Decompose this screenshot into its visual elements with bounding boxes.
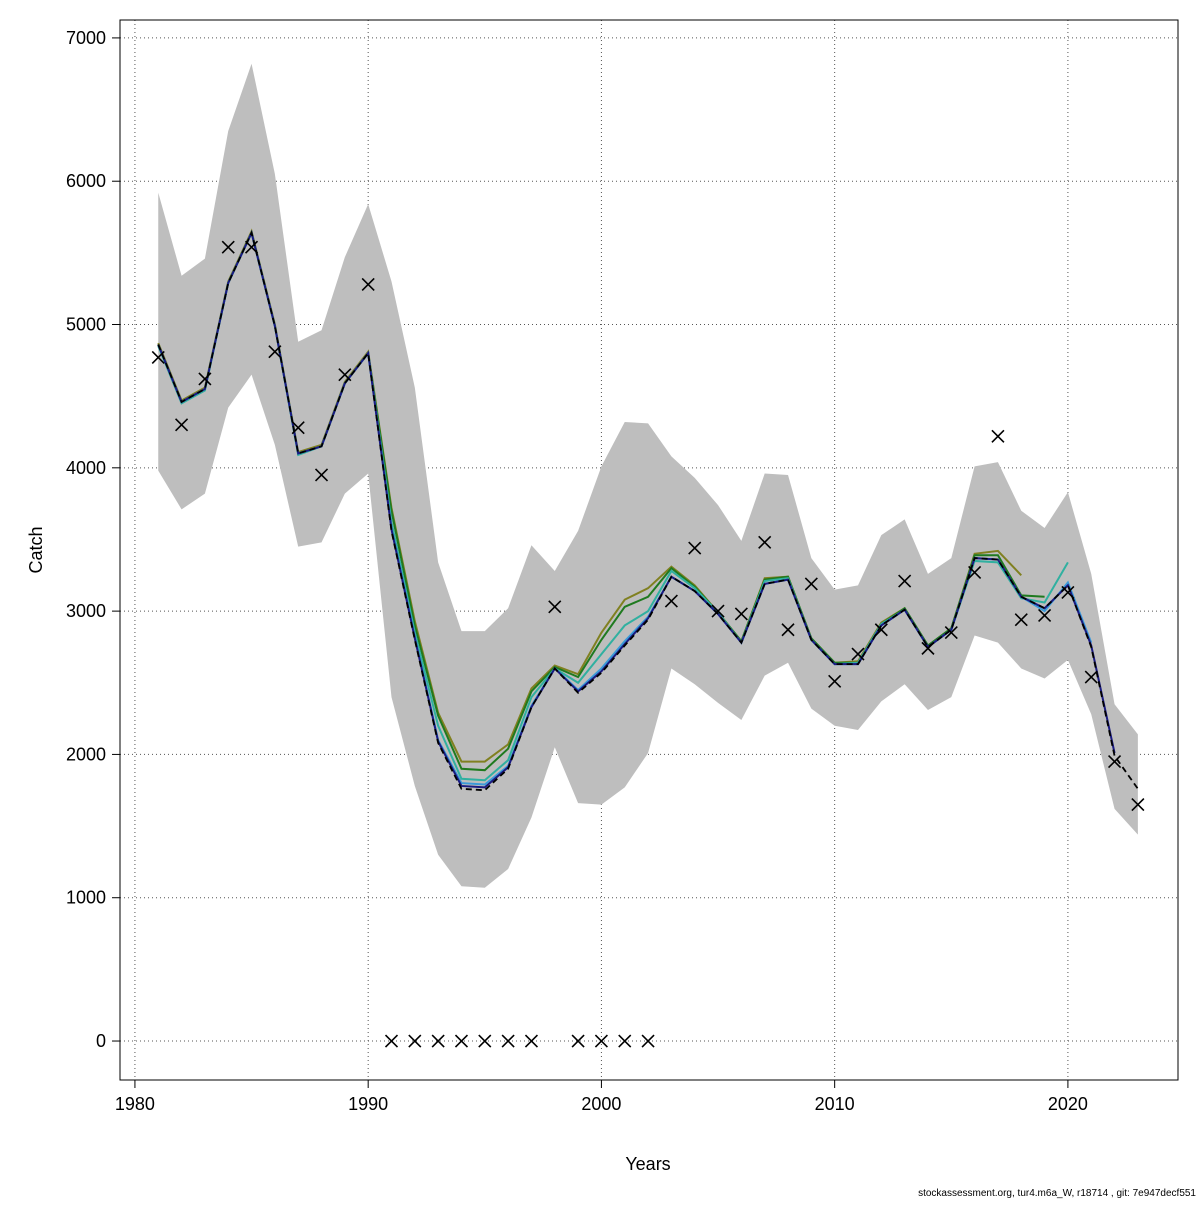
x-axis-label: Years bbox=[625, 1154, 670, 1174]
observation-marker bbox=[991, 429, 1005, 443]
observation-marker bbox=[688, 541, 702, 555]
observation-marker bbox=[501, 1034, 515, 1048]
y-tick-label: 6000 bbox=[66, 171, 106, 191]
observation-marker bbox=[804, 577, 818, 591]
observation-marker bbox=[314, 468, 329, 482]
footer: stockassessment.org, tur4.m6a_W, r18714 … bbox=[918, 1188, 1196, 1199]
observation-marker bbox=[594, 1034, 608, 1048]
x-tick-label: 2020 bbox=[1048, 1094, 1088, 1114]
x-tick-label: 2010 bbox=[815, 1094, 855, 1114]
observation-marker bbox=[268, 345, 282, 359]
observation-marker bbox=[1061, 585, 1075, 600]
y-tick-label: 1000 bbox=[66, 888, 106, 908]
y-axis-label: Catch bbox=[26, 526, 46, 573]
observation-marker bbox=[524, 1034, 539, 1048]
observation-marker bbox=[338, 368, 352, 382]
observation-marker bbox=[874, 623, 888, 637]
observation-marker bbox=[641, 1034, 655, 1048]
plot-frame bbox=[119, 19, 1179, 1081]
observation-marker bbox=[1014, 613, 1028, 627]
observation-marker bbox=[478, 1034, 492, 1048]
observation-marker bbox=[291, 421, 305, 435]
y-tick-label: 0 bbox=[96, 1031, 106, 1051]
observation-marker bbox=[408, 1034, 422, 1048]
observation-marker bbox=[548, 600, 562, 614]
observation-marker bbox=[968, 565, 982, 579]
observation-marker bbox=[454, 1034, 469, 1048]
observation-marker bbox=[1084, 670, 1098, 684]
observation-marker bbox=[1038, 608, 1052, 622]
observation-marker bbox=[944, 626, 958, 640]
observation-marker bbox=[431, 1034, 445, 1048]
observation-marker bbox=[175, 418, 189, 432]
observation-marker bbox=[851, 647, 865, 661]
x-tick-label: 1980 bbox=[115, 1094, 155, 1114]
observation-marker bbox=[244, 240, 259, 254]
observation-marker bbox=[1131, 798, 1145, 812]
series-line bbox=[157, 230, 1139, 792]
observation-marker bbox=[664, 594, 678, 608]
observation-marker bbox=[1107, 755, 1122, 769]
x-tick-label: 2000 bbox=[581, 1094, 621, 1114]
observation-marker bbox=[758, 535, 772, 549]
y-tick-label: 3000 bbox=[66, 601, 106, 621]
y-tick-label: 7000 bbox=[66, 28, 106, 48]
observation-marker bbox=[898, 574, 912, 588]
observation-marker bbox=[151, 350, 165, 365]
observation-marker bbox=[384, 1034, 399, 1048]
observation-marker bbox=[198, 372, 212, 386]
y-tick-label: 5000 bbox=[66, 315, 106, 335]
y-tick-label: 4000 bbox=[66, 458, 106, 478]
x-tick-label: 1990 bbox=[348, 1094, 388, 1114]
confidence-band bbox=[158, 63, 1138, 888]
observation-marker bbox=[781, 623, 795, 637]
observation-marker bbox=[734, 607, 748, 621]
observation-marker bbox=[921, 641, 935, 655]
observation-marker bbox=[828, 674, 842, 688]
observation-marker bbox=[361, 277, 375, 291]
observation-marker bbox=[711, 604, 725, 618]
y-tick-label: 2000 bbox=[66, 744, 106, 764]
observation-marker bbox=[221, 240, 235, 254]
observation-marker bbox=[571, 1034, 585, 1048]
observation-marker bbox=[618, 1034, 632, 1048]
